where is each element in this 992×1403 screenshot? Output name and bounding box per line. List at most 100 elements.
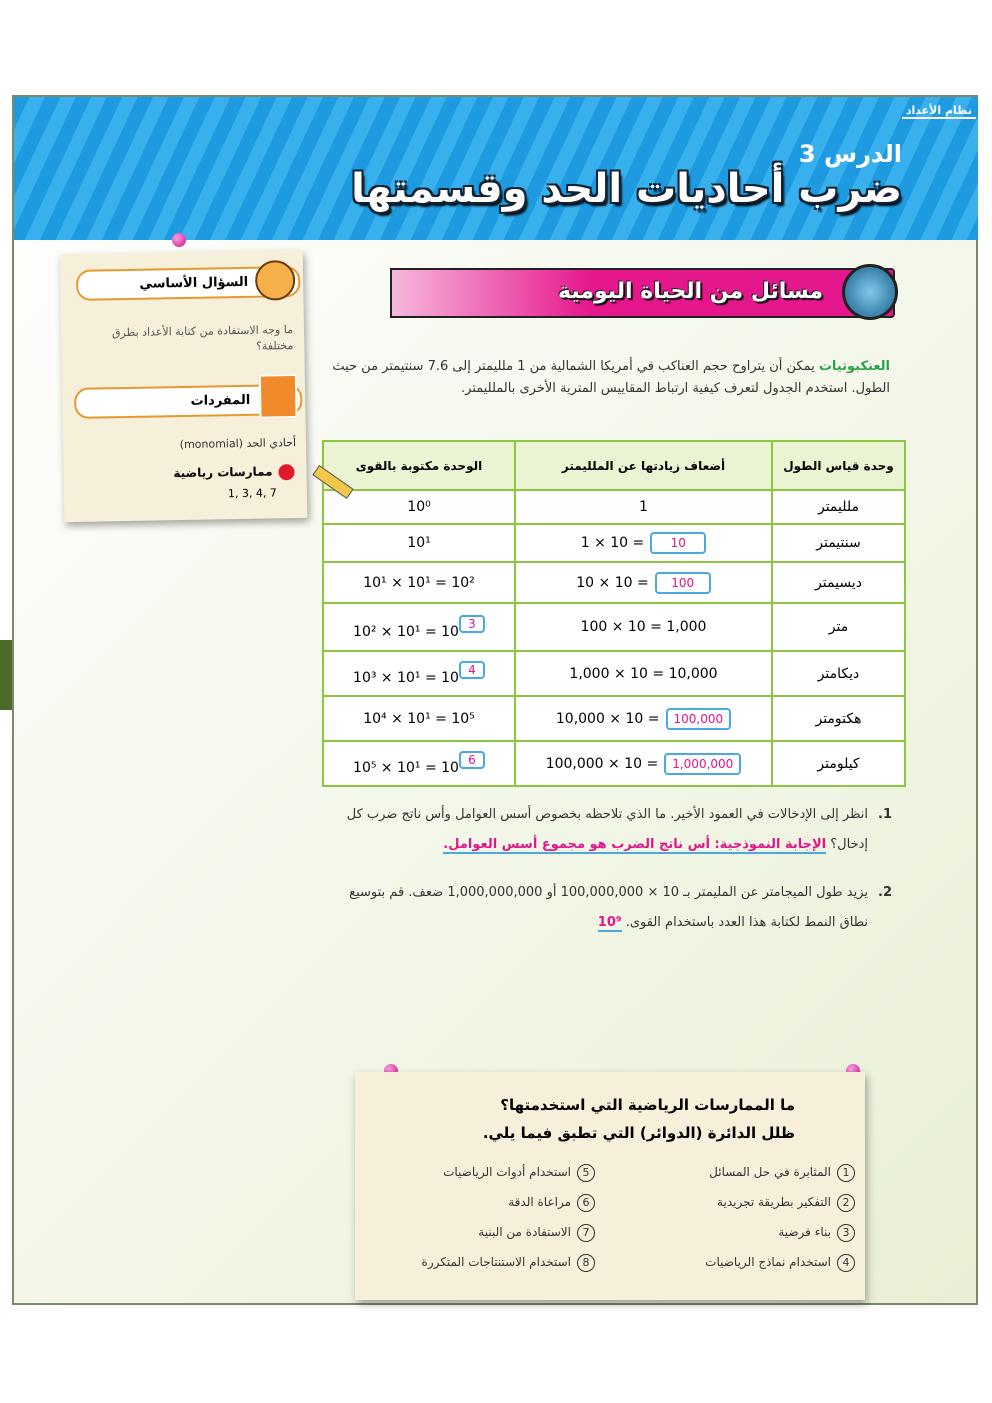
question-number: 1. [878,807,892,822]
intro-paragraph: العنكبوتيات يمكن أن يتراوح حجم العناكب ف… [330,356,890,400]
cell-text: 10³ × 10¹ = 10 [353,670,459,686]
cell-text: 1 × 10 = [580,535,645,551]
cell-text: ديكامتر [817,665,860,682]
side-tab [0,640,12,710]
table-cell: 1 × 10 = 10 [514,523,773,563]
practices-instruction: ظلل الدائرة (الدوائر) التي تطبق فيما يلي… [482,1124,795,1142]
cell-text: 10⁵ × 10¹ = 10 [353,760,459,776]
circle-number: 8 [577,1254,595,1272]
practices-note: ما الممارسات الرياضية التي استخدمتها؟ ظل… [355,1072,865,1300]
practice-text: مراعاة الدقة [508,1195,571,1209]
table-cell: 10⁴ × 10¹ = 10⁵ [322,695,516,742]
table-cell: 10⁵ × 10¹ = 10 6 [322,740,516,787]
cell-text: كيلومتر [817,755,860,772]
circle-number: 6 [577,1194,595,1212]
header-row: وحدة قياس الطول أضعاف زيادتها عن الملليمت… [322,440,906,491]
cell-text: ملليمتر [817,499,860,515]
cell-text: 100,000 × 10 = [545,755,659,772]
icon [258,374,298,419]
answer-box: 6 [458,751,485,769]
cell-text: 10⁰ [407,499,431,515]
table-cell: ملليمتر [771,489,906,525]
practice-text: بناء فرضية [778,1225,831,1239]
question-text: يزيد طول الميجامتر عن المليمتر بـ 10 × 1… [349,885,868,930]
table-cell: 10¹ [322,523,516,563]
table-cell: سنتيمتر [771,523,906,563]
practice-text: استخدام الاستنتاجات المتكررة [421,1255,571,1269]
cell-text: 10,000 × 10 = [555,710,660,727]
table-row: سنتيمتر 1 × 10 = 10 10¹ [322,523,906,563]
answer-box: 100,000 [665,707,732,730]
table-cell: 100 × 10 = 1,000 [514,602,773,652]
practices-title: ما الممارسات الرياضية التي استخدمتها؟ [500,1096,795,1114]
cell-text: هكتومتر [815,710,862,727]
circle-number: 4 [837,1254,855,1272]
lesson-title: ضرب أحاديات الحد وقسمتها [351,166,902,212]
table-cell: 1 [514,489,773,525]
practice-item: 2 التفكير بطريقة تجريدية [615,1194,855,1212]
circle-number: 3 [837,1224,855,1242]
practice-item: 8 استخدام الاستنتاجات المتكررة [355,1254,595,1272]
section-label: نظام الأعداد [901,104,976,119]
table-row: ملليمتر 1 10⁰ [322,489,906,525]
cell-text: 100 × 10 = 1,000 [580,619,707,635]
table-cell: هكتومتر [771,695,906,742]
table-cell: متر [771,602,906,652]
cell-text: 10¹ × 10¹ = 10² [363,574,475,591]
practice-item: 3 بناء فرضية [615,1224,855,1242]
circle-number: 5 [577,1164,595,1182]
table-cell: 10 × 10 = 100 [514,561,773,604]
answer-box: 4 [458,661,485,679]
header-band [14,97,978,240]
table-cell: كيلومتر [771,740,906,787]
units-table: وحدة قياس الطول أضعاف زيادتها عن الملليمت… [322,440,906,787]
table-cell: 1,000 × 10 = 10,000 [514,650,773,697]
globe-icon [842,264,898,320]
answer-box: 1,000,000 [664,752,742,775]
table-cell: 10¹ × 10¹ = 10² [322,561,516,604]
practice-text: استخدام نماذج الرياضيات [705,1255,831,1269]
table-row: ديسيمتر 10 × 10 = 100 10¹ × 10¹ = 10² [322,561,906,604]
column-header: أضعاف زيادتها عن الملليمتر [514,440,773,491]
sidebar-note: السؤال الأساسي ما وجه الاستفادة من كتابة… [59,249,308,523]
practice-item: 4 استخدام نماذج الرياضيات [615,1254,855,1272]
cell-text: متر [828,619,849,635]
practice-text: التفكير بطريقة تجريدية [717,1195,831,1209]
questions: 1. انظر إلى الإدخالات في العمود الأخير. م… [320,800,892,956]
vocabulary-term: أحادي الحد (monomial) [179,436,297,452]
table-row: ديكامتر 1,000 × 10 = 10,000 10³ × 10¹ = 10… [322,650,906,697]
cell-text: ديسيمتر [815,574,862,591]
table-cell: 10³ × 10¹ = 10 4 [322,650,516,697]
answer: 10⁹ [597,915,622,932]
table-cell: 10,000 × 10 = 100,000 [514,695,773,742]
table-cell: 10² × 10¹ = 10 3 [322,602,516,652]
circle-number: 7 [577,1224,595,1242]
answer: الإجابة النموذجية: أس ناتج الضرب هو مجمو… [443,837,827,854]
answer-box: 10 [650,532,707,554]
table-cell: 10⁰ [322,489,516,525]
table-row: كيلومتر 100,000 × 10 = 1,000,000 10⁵ × 10¹ … [322,740,906,787]
cell-text: 10 × 10 = [576,574,649,591]
cell-text: سنتيمتر [816,535,861,551]
section-banner: مسائل من الحياة اليومية [390,264,898,320]
circle-number: 2 [837,1194,855,1212]
column-header: وحدة قياس الطول [771,440,906,491]
cell-text: 1 [639,499,648,515]
table-row: متر 100 × 10 = 1,000 10² × 10¹ = 10 3 [322,602,906,652]
banner-text: مسائل من الحياة اليومية [558,279,823,304]
practice-item: 6 مراعاة الدقة [355,1194,595,1212]
table-cell: 100,000 × 10 = 1,000,000 [514,740,773,787]
answer-box: 3 [458,614,485,633]
practice-item: 5 استخدام أدوات الرياضيات [355,1164,595,1182]
pin [172,233,186,247]
lesson-number: الدرس 3 [798,140,902,168]
question-text: انظر إلى الإدخالات في العمود الأخير. ما … [346,807,868,852]
cell-text: 1,000 × 10 = 10,000 [569,665,718,682]
question: 2. يزيد طول الميجامتر عن المليمتر بـ 10 ×… [320,878,892,938]
practices-label: ممارسات رياضية [173,464,273,481]
question-number: 2. [878,885,892,900]
table-cell: ديسيمتر [771,561,906,604]
essential-question: ما وجه الاستفادة من كتابة الأعداد بطرق م… [111,323,294,353]
practice-text: المثابرة في حل المسائل [709,1165,831,1179]
